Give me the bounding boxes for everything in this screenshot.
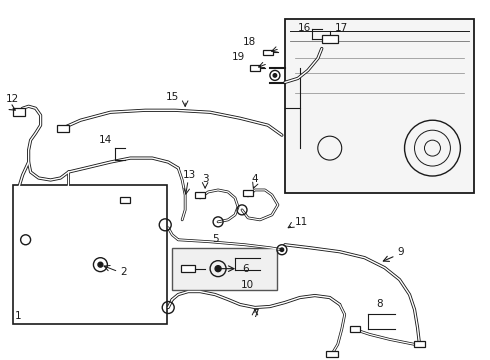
- Text: 14: 14: [99, 135, 112, 145]
- Text: 18: 18: [243, 36, 256, 46]
- Text: 17: 17: [335, 23, 348, 33]
- Bar: [350, 327, 360, 332]
- Text: 2: 2: [121, 267, 127, 276]
- Bar: [414, 341, 425, 347]
- Text: 3: 3: [202, 174, 208, 184]
- Text: 4: 4: [252, 174, 258, 184]
- Text: 11: 11: [295, 217, 308, 227]
- Circle shape: [215, 266, 221, 272]
- Text: 9: 9: [397, 247, 404, 257]
- Circle shape: [273, 74, 277, 77]
- Text: 15: 15: [166, 92, 179, 102]
- Text: 5: 5: [212, 234, 219, 244]
- Bar: [13, 108, 24, 116]
- Text: 12: 12: [6, 94, 19, 104]
- Bar: [243, 190, 253, 196]
- Bar: [121, 197, 130, 203]
- Bar: [250, 66, 260, 71]
- Circle shape: [280, 248, 284, 252]
- Bar: [263, 50, 273, 55]
- Text: 6: 6: [242, 264, 248, 274]
- Bar: [322, 35, 338, 42]
- Circle shape: [98, 262, 103, 267]
- Bar: [195, 192, 205, 198]
- Text: 19: 19: [232, 53, 245, 63]
- Text: 16: 16: [298, 23, 312, 33]
- Bar: [172, 248, 277, 289]
- Bar: [326, 351, 338, 357]
- Text: 1: 1: [15, 311, 21, 321]
- Text: 10: 10: [241, 280, 253, 289]
- Text: 13: 13: [183, 170, 196, 180]
- Bar: [56, 125, 69, 132]
- Text: 7: 7: [252, 310, 258, 319]
- Bar: [13, 185, 167, 324]
- Bar: [181, 265, 195, 272]
- Text: 8: 8: [376, 300, 383, 310]
- Bar: [285, 19, 474, 193]
